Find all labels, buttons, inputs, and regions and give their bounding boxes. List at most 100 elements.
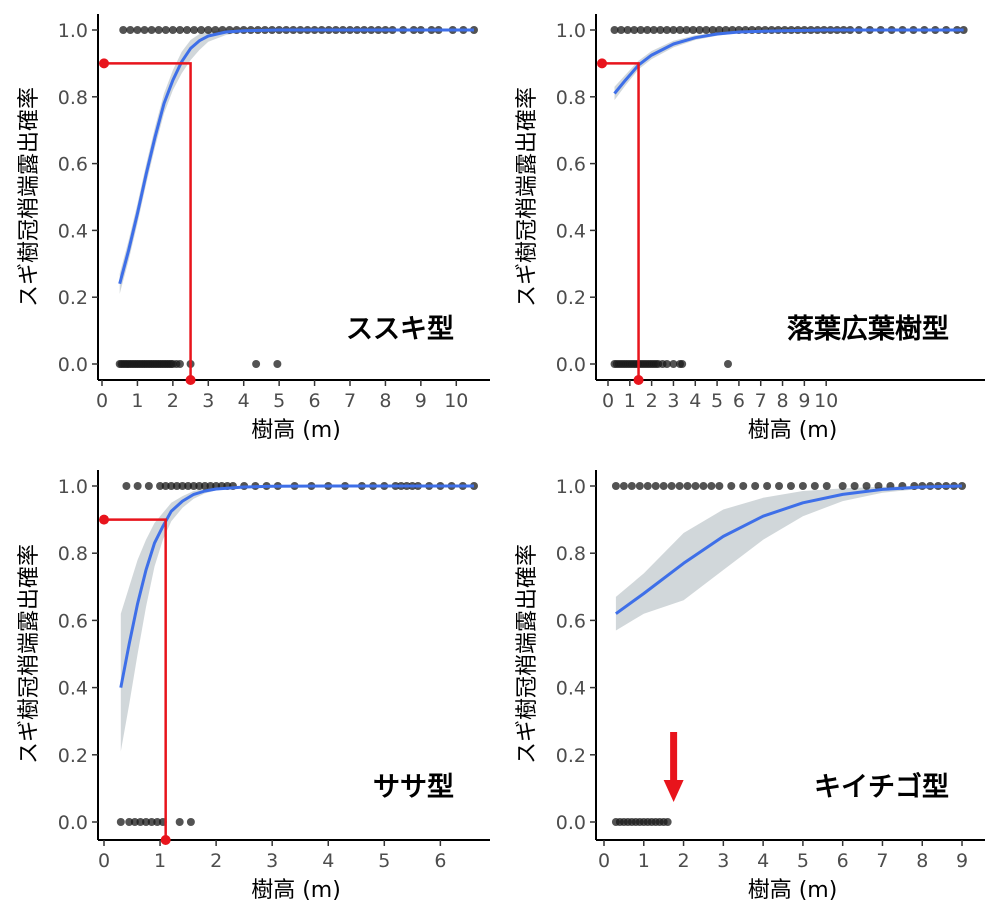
y-tick-label: 0.8 xyxy=(556,543,586,565)
x-tick-label: 0 xyxy=(598,850,610,872)
x-tick-label: 3 xyxy=(667,390,679,412)
y-tick-label: 0.2 xyxy=(556,287,586,309)
data-point-y1 xyxy=(676,26,684,34)
data-point-y1 xyxy=(189,482,198,490)
data-point-y0 xyxy=(662,360,671,368)
x-tick-label: 6 xyxy=(434,850,446,872)
confidence-band xyxy=(614,30,964,101)
data-point-y1 xyxy=(727,482,736,490)
data-point-y1 xyxy=(211,26,220,34)
threshold-line xyxy=(602,62,640,380)
data-point-y1 xyxy=(178,482,187,490)
x-tick-label: 5 xyxy=(711,390,723,412)
data-point-y1 xyxy=(667,482,676,490)
x-axis-title: 樹高 (m) xyxy=(251,418,341,443)
data-point-y1 xyxy=(133,482,142,490)
data-point-y1 xyxy=(862,482,871,490)
data-point-y1 xyxy=(197,26,206,34)
data-point-y1 xyxy=(669,26,678,34)
x-tick-label: 3 xyxy=(717,850,729,872)
data-point-y1 xyxy=(958,482,967,490)
y-axis-title: スギ樹冠梢端露出確率 xyxy=(515,544,540,764)
x-tick-label: 2 xyxy=(678,850,690,872)
fit-line xyxy=(119,484,474,688)
data-point-y1 xyxy=(675,482,684,490)
x-tick-label: 8 xyxy=(916,850,928,872)
x-tick-label: 6 xyxy=(309,390,321,412)
x-axis-title: 樹高 (m) xyxy=(748,418,838,443)
data-point-y1 xyxy=(874,482,883,490)
y-axis-title: スギ樹冠梢端露出確率 xyxy=(17,544,42,764)
x-tick-label: 4 xyxy=(689,390,701,412)
data-point-y1 xyxy=(643,26,652,34)
data-point-y1 xyxy=(707,482,716,490)
x-tick-label: 3 xyxy=(202,390,214,412)
data-point-y1 xyxy=(617,26,626,34)
x-tick-label: 1 xyxy=(638,850,650,872)
threshold-marker-x xyxy=(160,835,171,845)
y-tick-label: 1.0 xyxy=(58,20,88,42)
data-point-y1 xyxy=(190,26,199,34)
x-axis-title: 樹高 (m) xyxy=(251,878,341,903)
y-tick-label: 0.2 xyxy=(556,745,586,767)
y-tick-label: 0.8 xyxy=(58,543,88,565)
data-point-y0 xyxy=(175,360,184,368)
data-point-y0 xyxy=(175,818,184,826)
x-tick-label: 9 xyxy=(956,850,968,872)
x-tick-label: 10 xyxy=(444,390,468,412)
panel-label: 落葉広葉樹型 xyxy=(787,313,949,345)
y-tick-label: 0.0 xyxy=(556,812,586,834)
data-point-y1 xyxy=(611,482,620,490)
data-point-y0 xyxy=(116,818,125,826)
data-point-y0 xyxy=(142,818,151,826)
x-tick-label: 5 xyxy=(378,850,390,872)
threshold-marker-y xyxy=(597,58,607,69)
x-tick-label: 8 xyxy=(776,390,788,412)
x-tick-label: 9 xyxy=(798,390,810,412)
data-point-y1 xyxy=(175,26,184,34)
data-point-y1 xyxy=(200,482,209,490)
data-point-y1 xyxy=(662,26,671,34)
x-tick-label: 3 xyxy=(266,850,278,872)
data-point-y1 xyxy=(656,26,665,34)
x-tick-label: 0 xyxy=(96,390,108,412)
threshold-marker-y xyxy=(99,514,109,525)
threshold-marker-x xyxy=(633,375,644,385)
data-point-y1 xyxy=(635,482,644,490)
data-point-y1 xyxy=(649,26,658,34)
panel-2: 0.0 0.2 0.4 0.6 0.8 1.0 0 1 2 3 4 5 6 7 8 9 10 樹高 (m) スギ樹冠… xyxy=(515,14,985,443)
x-tick-label: 4 xyxy=(757,850,769,872)
data-point-y1 xyxy=(119,26,128,34)
x-tick-label: 8 xyxy=(379,390,391,412)
x-tick-label: 2 xyxy=(210,850,222,872)
y-tick-label: 0.2 xyxy=(58,287,88,309)
data-point-y1 xyxy=(195,482,204,490)
data-point-y0 xyxy=(153,818,162,826)
data-point-y0 xyxy=(678,360,687,368)
data-point-y1 xyxy=(751,482,760,490)
data-point-y1 xyxy=(959,26,968,34)
data-point-y1 xyxy=(689,26,698,34)
x-axis-title: 樹高 (m) xyxy=(748,878,838,903)
panel-1: 0.0 0.2 0.4 0.6 0.8 1.0 0 1 2 3 4 5 6 7 8 9 10 樹高 (m) スギ樹冠… xyxy=(17,14,490,443)
y-tick-label: 1.0 xyxy=(58,476,88,498)
data-point-y1 xyxy=(699,482,708,490)
data-point-y1 xyxy=(630,26,639,34)
data-point-y1 xyxy=(627,482,636,490)
y-axis-title: スギ樹冠梢端露出確率 xyxy=(17,87,42,307)
y-tick-label: 0.0 xyxy=(58,354,88,376)
data-point-y1 xyxy=(695,26,704,34)
data-point-y1 xyxy=(659,482,668,490)
data-point-y1 xyxy=(144,482,153,490)
data-point-y1 xyxy=(682,26,691,34)
data-point-y1 xyxy=(850,482,859,490)
data-point-y1 xyxy=(643,482,652,490)
y-tick-label: 0.4 xyxy=(58,678,88,700)
confidence-band xyxy=(119,30,474,294)
red-arrow-head xyxy=(663,780,684,802)
x-tick-label: 4 xyxy=(238,390,250,412)
panel-3: 0.0 0.2 0.4 0.6 0.8 1.0 0 1 2 3 4 5 6 樹高 (m) スギ樹冠梢端露出確… xyxy=(17,470,490,903)
y-tick-label: 0.0 xyxy=(556,354,586,376)
data-point-y1 xyxy=(126,26,135,34)
